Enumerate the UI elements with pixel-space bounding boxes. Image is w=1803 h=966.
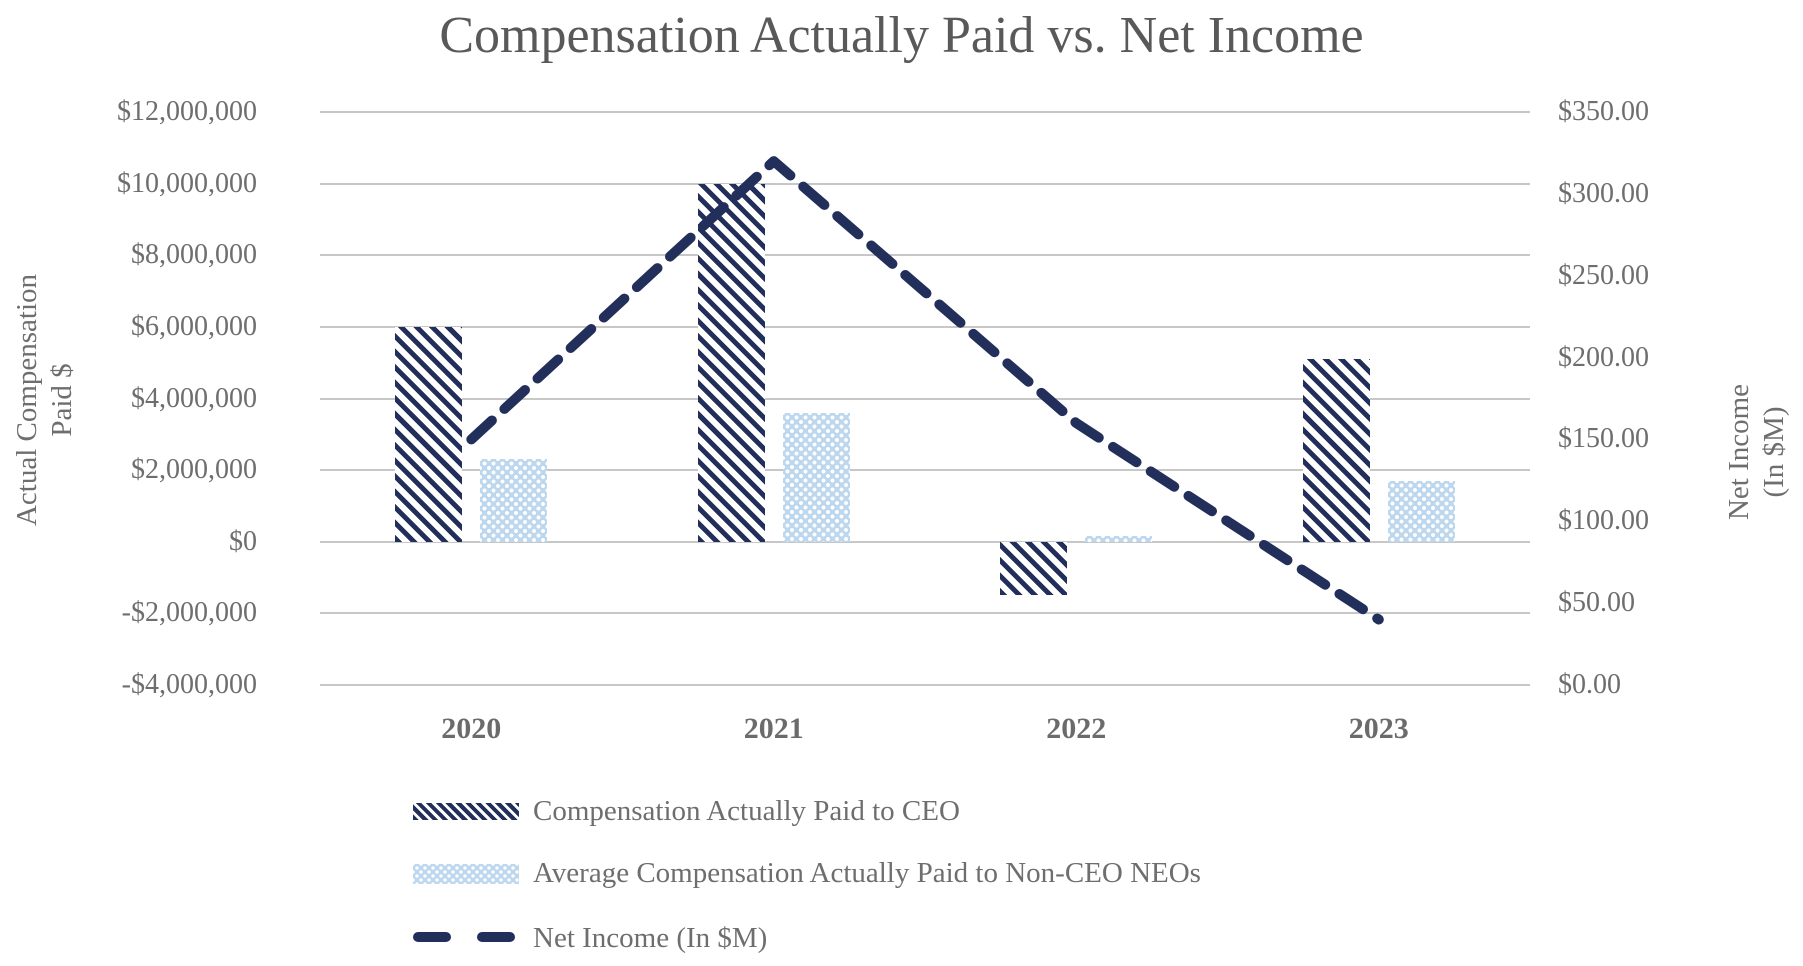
- x-axis-label-2022: 2022: [1046, 712, 1107, 745]
- right-axis-label: $300.00: [1558, 177, 1649, 209]
- x-axis-label-2020: 2020: [441, 712, 502, 745]
- left-axis-label: $2,000,000: [131, 454, 257, 486]
- legend-item-nonceo: Average Compensation Actually Paid to No…: [413, 857, 1201, 890]
- right-axis-label: $250.00: [1558, 259, 1649, 291]
- legend-swatch-dash-icon: [413, 930, 519, 948]
- left-axis-tick-labels: $12,000,000 $10,000,000 $8,000,000 $6,000,0…: [0, 0, 257, 966]
- gridline--$4,000,000: [320, 684, 1530, 686]
- left-axis-label: $8,000,000: [131, 239, 257, 271]
- legend-label-netincome: Net Income (In $M): [533, 922, 768, 954]
- net-income-dashed-line: [466, 156, 1384, 625]
- bar-ceo-2022: [1000, 541, 1068, 596]
- legend-swatch-ceo-hatch-icon: [413, 803, 519, 820]
- gridline-$4,000,000: [320, 397, 1530, 400]
- right-axis-label: $350.00: [1558, 96, 1649, 127]
- chart-title: Compensation Actually Paid vs. Net Incom…: [439, 7, 1364, 64]
- left-axis-label: $0: [229, 525, 257, 557]
- bar-nonceo-2020: [480, 459, 548, 542]
- gridline--$2,000,000: [320, 612, 1530, 615]
- gridline-$6,000,000: [320, 325, 1530, 328]
- right-axis-label: $150.00: [1558, 423, 1649, 455]
- right-axis-label: $0.00: [1558, 669, 1621, 700]
- right-axis-label: $200.00: [1558, 341, 1649, 373]
- legend-swatch-nonceo-dots-icon: [413, 863, 519, 884]
- legend-label-nonceo: Average Compensation Actually Paid to No…: [533, 857, 1201, 889]
- gridline-$2,000,000: [320, 469, 1530, 472]
- plot-area: [320, 111, 1530, 686]
- gridline-$10,000,000: [320, 182, 1530, 185]
- gridline-$8,000,000: [320, 254, 1530, 257]
- bar-nonceo-2023: [1387, 480, 1455, 542]
- right-axis-label: $50.00: [1558, 587, 1635, 619]
- legend-label-ceo: Compensation Actually Paid to CEO: [533, 795, 960, 827]
- right-axis-tick-labels: $350.00 $300.00 $250.00 $200.00 $150.00 $100.…: [1558, 0, 1798, 966]
- bar-ceo-2023: [1302, 359, 1370, 542]
- gridline-$0: [320, 540, 1530, 543]
- left-axis-label: $4,000,000: [131, 382, 257, 414]
- left-axis-label: -$4,000,000: [121, 669, 257, 700]
- bar-ceo-2020: [395, 326, 463, 542]
- left-axis-label: $6,000,000: [131, 310, 257, 342]
- left-axis-label: $12,000,000: [117, 96, 257, 127]
- left-axis-label: -$2,000,000: [121, 597, 257, 629]
- x-axis-label-2023: 2023: [1348, 712, 1409, 745]
- left-axis-label: $10,000,000: [117, 167, 257, 199]
- bar-nonceo-2022: [1085, 536, 1153, 542]
- legend-item-netincome: Net Income (In $M): [413, 922, 767, 955]
- bar-ceo-2021: [697, 183, 765, 542]
- right-axis-label: $100.00: [1558, 505, 1649, 537]
- x-axis-label-2021: 2021: [743, 712, 804, 745]
- gridline-$12,000,000: [320, 111, 1530, 113]
- legend-item-ceo: Compensation Actually Paid to CEO: [413, 795, 960, 828]
- bar-nonceo-2021: [782, 412, 850, 542]
